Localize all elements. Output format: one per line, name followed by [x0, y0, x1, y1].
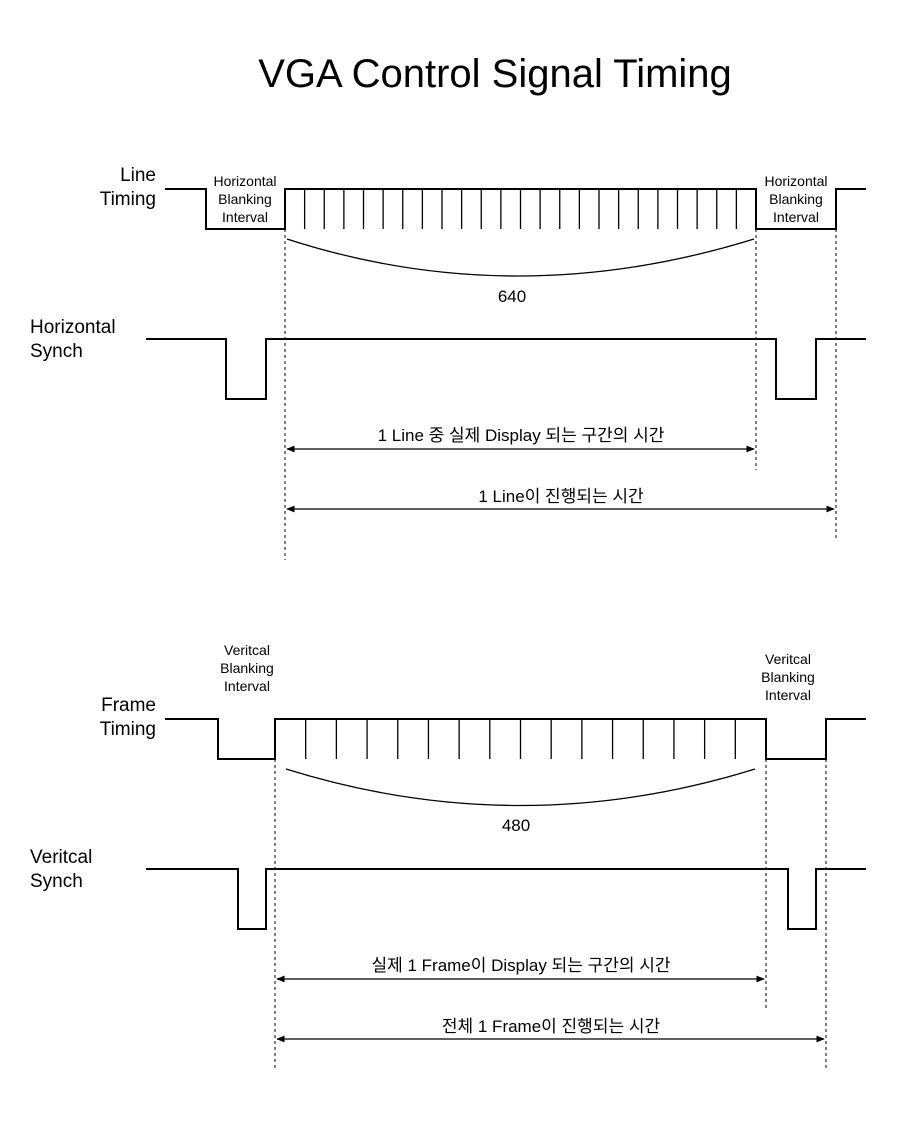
line-total-time-label: 1 Line이 진행되는 시간	[478, 487, 644, 506]
frame-timing-line-ticks	[305, 719, 736, 759]
vertical-synch-label: Veritcal Synch	[30, 847, 93, 892]
line-timing-label: Line Timing	[99, 165, 156, 210]
vertical-blanking-label-left: Veritcal Blanking Interval	[220, 642, 274, 694]
vertical-synch-waveform	[146, 868, 866, 930]
line-brace	[285, 768, 756, 807]
pixel-count-label: 640	[497, 287, 527, 306]
frame-timing-label: Frame Timing	[99, 695, 156, 740]
horizontal-synch-label: Horizontal Synch	[30, 317, 116, 362]
horizontal-synch-waveform	[146, 338, 866, 400]
line-timing-pixel-ticks	[303, 189, 738, 229]
horizontal-blanking-label-right: Horizontal Blanking Interval	[764, 173, 828, 225]
frame-total-time-label: 전체 1 Frame이 진행되는 시간	[441, 1017, 661, 1036]
horizontal-blanking-label-left: Horizontal Blanking Interval	[213, 173, 277, 225]
frame-timing-waveform	[165, 718, 866, 760]
frame-display-time-label: 실제 1 Frame이 Display 되는 구간의 시간	[371, 956, 671, 975]
line-display-time-label: 1 Line 중 실제 Display 되는 구간의 시간	[377, 426, 665, 445]
line-timing-waveform	[165, 188, 866, 230]
pixel-brace	[286, 238, 755, 277]
vertical-blanking-label-right: Veritcal Blanking Interval	[761, 651, 815, 703]
line-count-label: 480	[501, 816, 531, 835]
diagram-title: VGA Control Signal Timing	[258, 52, 732, 96]
